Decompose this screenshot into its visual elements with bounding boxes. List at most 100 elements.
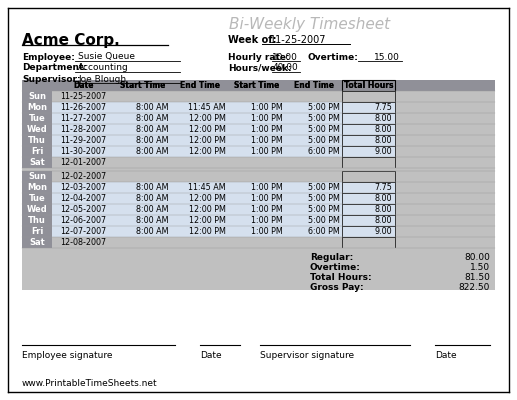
Bar xyxy=(342,102,395,113)
Bar xyxy=(52,193,342,204)
Text: End Time: End Time xyxy=(179,81,220,90)
Text: End Time: End Time xyxy=(294,81,333,90)
Text: 80.00: 80.00 xyxy=(464,252,490,262)
Text: 11-27-2007: 11-27-2007 xyxy=(60,114,106,123)
Text: Supervisor signature: Supervisor signature xyxy=(260,351,354,360)
Bar xyxy=(22,80,495,91)
Text: 40.00: 40.00 xyxy=(272,64,298,72)
Text: 1:00 PM: 1:00 PM xyxy=(251,216,283,225)
Bar xyxy=(22,80,495,288)
Text: Date: Date xyxy=(73,81,93,90)
Text: Employee signature: Employee signature xyxy=(22,351,113,360)
Text: 11-29-2007: 11-29-2007 xyxy=(60,136,106,145)
Text: 12:00 PM: 12:00 PM xyxy=(189,227,226,236)
Text: 7.75: 7.75 xyxy=(374,183,392,192)
Text: 5:00 PM: 5:00 PM xyxy=(308,136,340,145)
Text: 1:00 PM: 1:00 PM xyxy=(251,114,283,123)
Bar xyxy=(342,226,395,237)
Bar xyxy=(52,113,342,124)
Text: 1:00 PM: 1:00 PM xyxy=(251,227,283,236)
Text: 8:00 AM: 8:00 AM xyxy=(136,216,169,225)
Text: Regular:: Regular: xyxy=(310,252,353,262)
Bar xyxy=(342,204,395,215)
Bar xyxy=(342,237,395,248)
Bar xyxy=(52,204,342,215)
Text: 8:00 AM: 8:00 AM xyxy=(136,183,169,192)
Text: 5:00 PM: 5:00 PM xyxy=(308,114,340,123)
Text: 8:00 AM: 8:00 AM xyxy=(136,103,169,112)
Text: Date: Date xyxy=(435,351,457,360)
Bar xyxy=(52,237,342,248)
Text: 1:00 PM: 1:00 PM xyxy=(251,205,283,214)
Text: 12:00 PM: 12:00 PM xyxy=(189,136,226,145)
Bar xyxy=(342,193,395,204)
Text: 1:00 PM: 1:00 PM xyxy=(251,103,283,112)
Text: 10.00: 10.00 xyxy=(272,52,298,62)
Text: 12-08-2007: 12-08-2007 xyxy=(60,238,106,247)
Bar xyxy=(22,91,52,102)
Text: Mon: Mon xyxy=(27,183,47,192)
Text: 11-28-2007: 11-28-2007 xyxy=(60,125,106,134)
Bar xyxy=(22,215,52,226)
Text: Total Hours:: Total Hours: xyxy=(310,272,372,282)
Text: 5:00 PM: 5:00 PM xyxy=(308,125,340,134)
Text: 12:00 PM: 12:00 PM xyxy=(189,125,226,134)
Text: 8:00 AM: 8:00 AM xyxy=(136,136,169,145)
Text: Start Time: Start Time xyxy=(234,81,279,90)
Bar xyxy=(22,113,52,124)
Text: Date: Date xyxy=(200,351,222,360)
Text: Acme Corp.: Acme Corp. xyxy=(22,32,120,48)
Bar xyxy=(22,157,52,168)
Bar xyxy=(342,215,395,226)
Text: 8:00 AM: 8:00 AM xyxy=(136,227,169,236)
Bar xyxy=(342,80,395,91)
Text: 12-03-2007: 12-03-2007 xyxy=(60,183,106,192)
Text: Thu: Thu xyxy=(28,136,46,145)
Text: Fri: Fri xyxy=(31,227,43,236)
Text: End Time: End Time xyxy=(179,81,220,90)
Text: Supervisor:: Supervisor: xyxy=(22,74,81,84)
Text: 81.50: 81.50 xyxy=(464,272,490,282)
Text: 12:00 PM: 12:00 PM xyxy=(189,194,226,203)
Bar xyxy=(52,215,342,226)
Text: 12-05-2007: 12-05-2007 xyxy=(60,205,106,214)
Text: 12-06-2007: 12-06-2007 xyxy=(60,216,106,225)
Text: Wed: Wed xyxy=(26,125,48,134)
Bar xyxy=(52,182,342,193)
Bar xyxy=(22,102,52,113)
Text: Tue: Tue xyxy=(28,194,45,203)
Bar xyxy=(342,157,395,168)
Text: Department:: Department: xyxy=(22,64,87,72)
Text: 11-26-2007: 11-26-2007 xyxy=(60,103,106,112)
Text: 12:00 PM: 12:00 PM xyxy=(189,216,226,225)
Text: 1:00 PM: 1:00 PM xyxy=(251,183,283,192)
Text: 5:00 PM: 5:00 PM xyxy=(308,216,340,225)
Bar xyxy=(22,171,52,182)
Text: 1:00 PM: 1:00 PM xyxy=(251,136,283,145)
Bar xyxy=(52,135,342,146)
Bar xyxy=(52,171,342,182)
Text: 11-25-2007: 11-25-2007 xyxy=(60,92,106,101)
Bar xyxy=(22,182,52,193)
Bar xyxy=(22,124,52,135)
Text: 1:00 PM: 1:00 PM xyxy=(251,147,283,156)
Text: Accounting: Accounting xyxy=(78,64,129,72)
Text: 1:00 PM: 1:00 PM xyxy=(251,125,283,134)
Bar xyxy=(342,113,395,124)
Text: 11-30-2007: 11-30-2007 xyxy=(60,147,106,156)
Text: 8.00: 8.00 xyxy=(374,114,392,123)
Text: 5:00 PM: 5:00 PM xyxy=(308,205,340,214)
Bar xyxy=(22,193,52,204)
Text: Fri: Fri xyxy=(31,147,43,156)
Text: 8:00 AM: 8:00 AM xyxy=(136,194,169,203)
Text: 1:00 PM: 1:00 PM xyxy=(251,194,283,203)
Text: Bi-Weekly Timesheet: Bi-Weekly Timesheet xyxy=(230,16,390,32)
Text: Tue: Tue xyxy=(28,114,45,123)
Text: Hourly rate:: Hourly rate: xyxy=(228,52,290,62)
Text: Employee:: Employee: xyxy=(22,52,75,62)
Text: Sat: Sat xyxy=(29,158,45,167)
Text: Start Time: Start Time xyxy=(234,81,279,90)
Text: Week of:: Week of: xyxy=(228,35,277,45)
Bar xyxy=(52,146,342,157)
Bar xyxy=(52,157,342,168)
